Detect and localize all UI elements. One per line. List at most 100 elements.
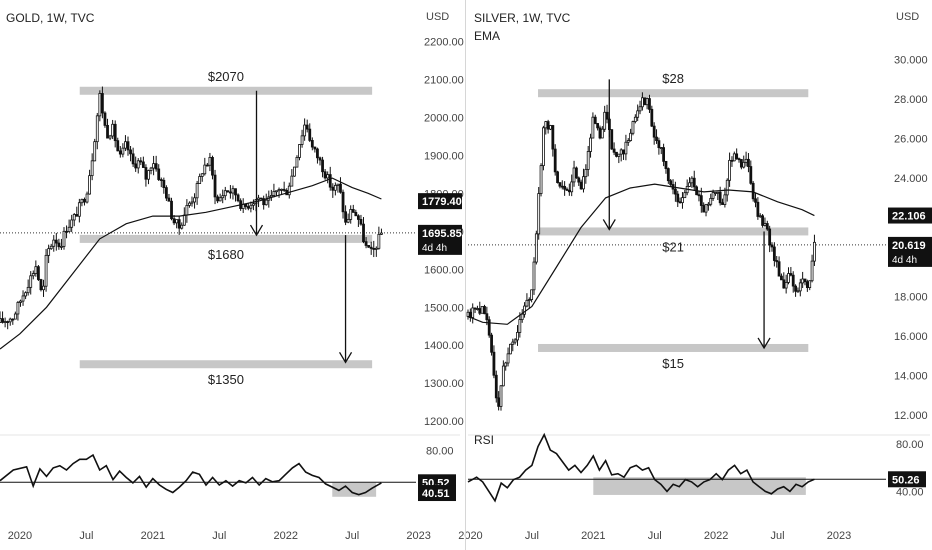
- y-tick-label: 28.000: [894, 94, 928, 106]
- candle-body: [346, 218, 350, 223]
- candle-body: [321, 159, 324, 173]
- candle-body: [732, 153, 736, 162]
- candle-body: [341, 191, 345, 213]
- price-tag-sub: 4d 4h: [422, 243, 447, 254]
- x-tick-label: 2022: [704, 530, 728, 542]
- candle-body: [162, 179, 166, 188]
- candle-body: [93, 141, 97, 162]
- candle-body: [313, 146, 317, 150]
- candle-body: [62, 230, 66, 247]
- rsi-tag: [418, 485, 456, 502]
- y-tick-label: 2100.00: [424, 74, 464, 86]
- price-tag-label: 22.106: [892, 211, 926, 223]
- candle-body: [336, 183, 340, 186]
- y-tick-label: 18.000: [894, 292, 928, 304]
- chart-title: GOLD, 1W, TVC: [6, 11, 95, 25]
- candle-body: [567, 189, 571, 193]
- candle-body: [75, 214, 79, 217]
- x-tick-label: 2023: [827, 530, 851, 542]
- zone-label: $28: [662, 71, 684, 86]
- candle-body: [603, 111, 607, 130]
- candle-body: [730, 159, 734, 162]
- candle-body: [369, 246, 373, 249]
- candle-body: [544, 121, 548, 129]
- candle-body: [513, 339, 517, 343]
- candle-body: [326, 174, 330, 179]
- candle-body: [553, 148, 557, 173]
- x-tick-label: 2020: [458, 530, 482, 542]
- rsi-tag-label: 40.51: [422, 488, 450, 500]
- x-tick-label: 2021: [581, 530, 605, 542]
- candle-body: [721, 202, 724, 205]
- candle-body: [292, 166, 296, 177]
- rsi-label: RSI: [474, 433, 494, 447]
- candle-body: [356, 215, 360, 220]
- currency-label: USD: [426, 11, 449, 23]
- rsi-tick-label: 40.00: [896, 486, 924, 498]
- candle-body: [787, 273, 790, 283]
- candle-body: [709, 197, 713, 205]
- candle-body: [476, 308, 479, 310]
- candle-body: [164, 187, 168, 199]
- candle-body: [539, 165, 543, 194]
- candle-body: [203, 164, 207, 175]
- candle-body: [615, 151, 618, 157]
- candle-body: [21, 295, 25, 302]
- candle-body: [100, 93, 104, 114]
- candle-body: [190, 201, 194, 204]
- candle-body: [236, 194, 240, 202]
- candle-body: [765, 223, 769, 230]
- candle-body: [47, 248, 51, 256]
- candle-body: [577, 177, 581, 183]
- candle-body: [509, 343, 512, 355]
- x-tick-label: Jul: [648, 530, 662, 542]
- rsi-tag: [888, 471, 926, 488]
- candle-body: [54, 239, 58, 244]
- candle-body: [221, 195, 225, 199]
- candle-body: [669, 180, 673, 185]
- candle-body: [525, 299, 529, 307]
- y-tick-label: 12.000: [894, 410, 928, 422]
- candle-body: [34, 266, 38, 274]
- candle-body: [681, 197, 684, 204]
- candle-body: [798, 282, 802, 292]
- candle-body: [172, 218, 176, 224]
- candle-body: [226, 190, 230, 193]
- candle-body: [367, 245, 371, 248]
- candle-body: [287, 185, 291, 196]
- candle-body: [626, 140, 630, 143]
- candle-body: [770, 244, 774, 248]
- candle-body: [262, 198, 266, 206]
- candle-body: [141, 161, 145, 168]
- candle-body: [344, 211, 347, 223]
- candle-body: [136, 160, 140, 169]
- candle-body: [532, 261, 536, 291]
- candle-body: [478, 308, 482, 314]
- candle-body: [466, 311, 470, 317]
- candle-body: [126, 141, 130, 151]
- candle-body: [501, 365, 505, 387]
- candle-body: [175, 219, 179, 224]
- zone-band: [538, 89, 809, 98]
- x-tick-label: Jul: [771, 530, 785, 542]
- candle-body: [813, 241, 816, 262]
- candle-body: [193, 197, 196, 203]
- zone-band: [79, 234, 373, 243]
- arrow-head: [249, 224, 264, 237]
- candle-body: [640, 97, 644, 108]
- candle-body: [723, 194, 727, 205]
- candle-body: [742, 161, 746, 168]
- price-tag: [418, 224, 462, 255]
- candle-body: [208, 157, 212, 166]
- candle-body: [516, 331, 519, 341]
- candle-body: [768, 228, 772, 246]
- candle-body: [147, 170, 150, 180]
- y-tick-label: 2200.00: [424, 36, 464, 48]
- candle-body: [784, 282, 788, 289]
- candle-body: [72, 214, 76, 221]
- candle-body: [111, 123, 115, 137]
- candle-body: [549, 125, 552, 130]
- candle-body: [744, 158, 748, 163]
- candle-body: [157, 168, 161, 180]
- candle-body: [57, 242, 61, 248]
